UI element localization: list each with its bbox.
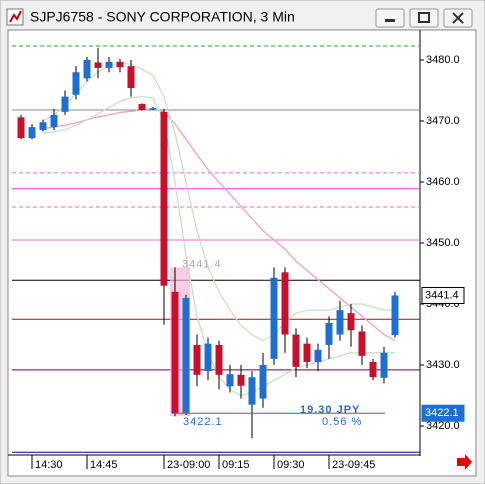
candle-body (39, 122, 47, 131)
app-icon (6, 8, 24, 26)
y-tick-label: 3430.0 (426, 359, 460, 371)
candle-body (259, 365, 267, 399)
scroll-arrow[interactable] (457, 454, 472, 470)
candle-body (336, 310, 344, 335)
candle-body (380, 352, 388, 378)
x-tick-label: 23-09:00 (167, 459, 210, 471)
candle-body (292, 334, 300, 367)
indicator-line (42, 108, 396, 342)
x-tick-label: 14:30 (35, 459, 63, 471)
x-tick-label: 09:30 (277, 459, 305, 471)
annotation: 19.30 JPY (300, 404, 360, 416)
candle-body (83, 60, 91, 79)
x-tick-label: 23-09:45 (332, 459, 375, 471)
candle-body (160, 111, 168, 286)
y-tick-label: 3460.0 (426, 176, 460, 188)
candle-body (270, 277, 278, 359)
y-tick-label: 3480.0 (426, 54, 460, 66)
candle-body (50, 114, 58, 128)
candle-body (204, 343, 212, 372)
candle-body (138, 103, 146, 111)
price-label: 3422.1 (425, 407, 459, 419)
price-label: 3441.4 (425, 289, 459, 301)
candle-body (281, 272, 289, 335)
x-tick-label: 14:45 (90, 459, 118, 471)
candle-body (226, 374, 234, 387)
candle-body (72, 72, 80, 95)
y-tick-label: 3450.0 (426, 237, 460, 249)
chart-area (7, 29, 477, 477)
window-title: SJPJ6758 - SONY CORPORATION, 3 Min (30, 9, 295, 25)
candle-body (94, 62, 102, 68)
y-tick-label: 3470.0 (426, 115, 460, 127)
candle-body (358, 331, 366, 356)
candle-body (105, 61, 113, 68)
candle-body (127, 66, 135, 89)
annotation: 3441.4 (182, 258, 222, 270)
candle-body (347, 313, 355, 331)
candle-body (237, 374, 245, 386)
candle-body (182, 297, 190, 413)
price-label-box (421, 286, 465, 304)
candle-body (149, 108, 157, 110)
y-tick-label: 3420.0 (426, 420, 460, 432)
candle-body (61, 96, 69, 112)
candle-body (193, 344, 201, 375)
candle-body (325, 322, 333, 345)
annotation: 0.56 % (322, 416, 362, 428)
candle-body (314, 349, 322, 362)
candle-body (215, 344, 223, 375)
candle-body (391, 295, 399, 336)
candle-body (17, 117, 25, 139)
plot: 3420.03430.03440.03450.03460.03470.03480… (12, 45, 465, 471)
candle-body (248, 377, 256, 405)
annotation: 3422.1 (183, 416, 223, 428)
candle-body (369, 361, 377, 378)
x-tick-label: 09:15 (222, 459, 250, 471)
candle-body (303, 343, 311, 362)
price-label-box (421, 404, 465, 422)
minimize-button[interactable] (375, 8, 405, 28)
candle-body (28, 127, 36, 139)
maximize-button[interactable] (409, 8, 439, 28)
indicator-line (42, 62, 395, 342)
candle-body (116, 61, 124, 68)
candle-body (171, 291, 179, 414)
close-button[interactable] (443, 8, 473, 28)
